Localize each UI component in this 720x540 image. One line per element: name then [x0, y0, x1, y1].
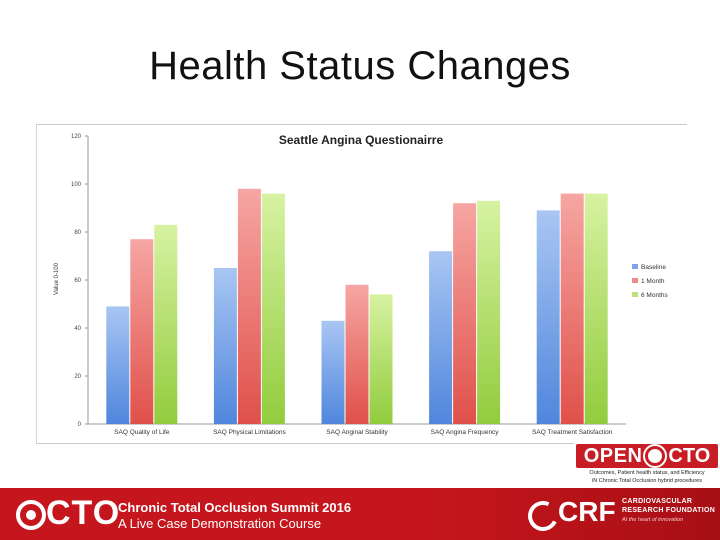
x-category-label: SAQ Treatment Satisfaction — [532, 429, 613, 436]
bar-6-months-0 — [154, 224, 178, 424]
legend-label: 6 Months — [641, 292, 668, 299]
y-tick-label: 120 — [71, 134, 82, 140]
y-tick-label: 40 — [74, 326, 81, 332]
bar-baseline-1 — [213, 268, 237, 424]
open-cto-cto-text: CTO — [668, 444, 711, 467]
cto-target-center-icon — [26, 510, 36, 520]
bar-1-month-0 — [130, 239, 154, 424]
open-cto-banner: OPEN CTO — [576, 444, 718, 468]
target-icon — [645, 446, 666, 466]
legend-swatch — [632, 264, 638, 269]
bar-chart: Seattle Angina Questionairre Value 0-100… — [54, 133, 668, 436]
bar-6-months-3 — [477, 200, 501, 424]
x-category-label: SAQ Anginal Stability — [326, 429, 388, 436]
legend-label: Baseline — [641, 264, 666, 271]
open-cto-tagline-1: Outcomes, Patient health status, and Eff… — [589, 470, 705, 476]
y-tick-label: 0 — [78, 422, 82, 428]
chart-frame — [36, 124, 687, 444]
bar-baseline-4 — [536, 210, 560, 424]
bar-1-month-2 — [345, 284, 369, 424]
x-category-label: SAQ Angina Frequency — [431, 429, 500, 436]
bar-1-month-4 — [560, 193, 584, 424]
chart-title: Seattle Angina Questionairre — [279, 133, 444, 147]
y-tick-label: 80 — [74, 230, 81, 236]
y-tick-label: 60 — [74, 278, 81, 284]
legend-swatch — [632, 278, 638, 283]
cto-logo: CTO — [46, 494, 121, 532]
legend-swatch — [632, 292, 638, 297]
open-cto-tagline-2: iN Chronic Total Occlusion hybrid proced… — [592, 478, 702, 484]
open-cto-logo: OPEN CTO Outcomes, Patient health status… — [574, 443, 720, 489]
bar-6-months-4 — [584, 193, 608, 424]
summit-title: Chronic Total Occlusion Summit 2016 — [118, 500, 352, 515]
crf-tagline: At the heart of innovation — [622, 517, 684, 523]
x-category-label: SAQ Quality of Life — [114, 429, 170, 436]
legend-label: 1 Month — [641, 278, 665, 285]
crf-name-line-2: RESEARCH FOUNDATION — [622, 507, 716, 514]
y-axis-label: Value 0-100 — [54, 262, 60, 295]
open-cto-open-text: OPEN — [583, 444, 643, 467]
y-tick-label: 20 — [74, 374, 81, 380]
x-category-label: SAQ Physical Limitations — [213, 429, 286, 436]
cto-target-icon — [16, 500, 46, 530]
summit-subtitle: A Live Case Demonstration Course — [118, 516, 322, 531]
y-tick-label: 100 — [71, 182, 82, 188]
bar-1-month-1 — [237, 188, 261, 424]
crf-name-line-1: CARDIOVASCULAR — [622, 498, 693, 505]
slide-title: Health Status Changes — [149, 44, 571, 88]
crf-logo: CRF — [558, 496, 616, 527]
crf-swirl-icon — [523, 496, 563, 536]
bar-1-month-3 — [453, 203, 477, 424]
footer-banner: CTO Chronic Total Occlusion Summit 2016 … — [0, 488, 720, 540]
bar-6-months-2 — [369, 294, 393, 424]
bar-baseline-2 — [321, 320, 345, 424]
bar-baseline-3 — [429, 251, 453, 424]
bar-baseline-0 — [106, 306, 130, 424]
bar-6-months-1 — [261, 193, 285, 424]
